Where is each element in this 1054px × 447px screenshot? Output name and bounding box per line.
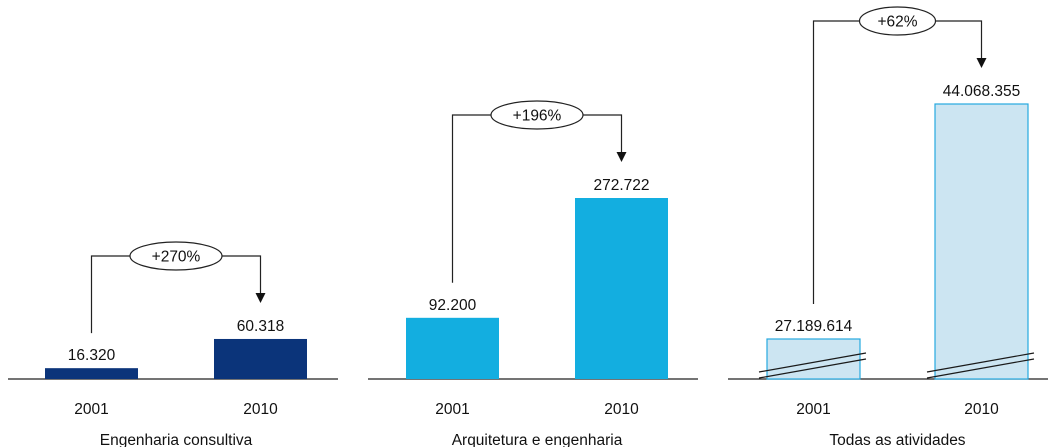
category-title: Arquitetura e engenharia xyxy=(452,432,623,447)
growth-connector-right xyxy=(222,255,266,303)
tick-label: 2010 xyxy=(964,401,999,418)
tick-label: 2001 xyxy=(796,401,830,418)
growth-connector-left xyxy=(451,114,491,283)
axis-break-mark xyxy=(926,358,1035,379)
axis-break-mark xyxy=(758,352,867,373)
axis-break-mark xyxy=(758,358,867,379)
tick-label: 2001 xyxy=(74,401,108,418)
growth-label: +196% xyxy=(513,108,562,125)
growth-badge xyxy=(858,6,937,36)
growth-badge xyxy=(490,100,584,130)
growth-label: +62% xyxy=(877,14,917,31)
tick-label: 2010 xyxy=(243,401,278,418)
data-label: 27.189.614 xyxy=(775,318,853,335)
bar-2010 xyxy=(575,198,668,379)
bar-2001 xyxy=(45,368,138,379)
growth-connector-left xyxy=(812,20,860,304)
tick-label: 2001 xyxy=(435,401,469,418)
data-label: 60.318 xyxy=(237,318,284,335)
data-label: 44.068.355 xyxy=(943,83,1021,100)
category-title: Todas as atividades xyxy=(829,432,965,447)
growth-label: +270% xyxy=(152,248,201,265)
bar-2010 xyxy=(934,103,1029,380)
growth-badge xyxy=(129,241,223,271)
data-label: 92.200 xyxy=(429,297,477,314)
data-label: 272.722 xyxy=(593,177,649,194)
axis-break-mark xyxy=(926,352,1035,373)
data-label: 16.320 xyxy=(68,347,116,364)
bar-2001 xyxy=(406,317,499,379)
bar-2010 xyxy=(214,338,307,379)
bar-2001 xyxy=(766,338,861,380)
growth-connector-right xyxy=(583,114,627,162)
growth-connector-right xyxy=(935,20,987,68)
tick-label: 2010 xyxy=(604,401,639,418)
growth-connector-left xyxy=(90,255,130,334)
category-title: Engenharia consultiva xyxy=(100,432,253,447)
